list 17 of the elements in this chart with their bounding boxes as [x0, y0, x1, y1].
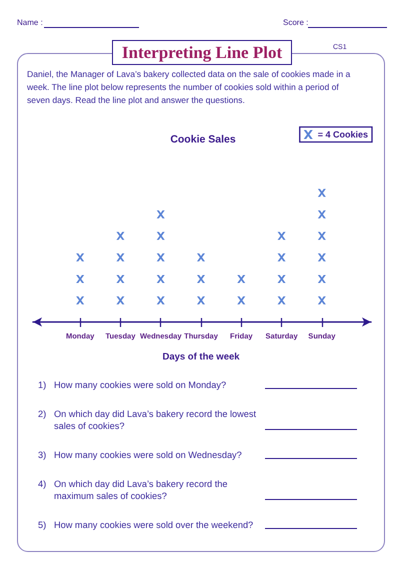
title-frame: Interpreting Line Plot [112, 40, 292, 65]
legend-label: = 4 Cookies [318, 130, 368, 140]
chart-title: Cookie Sales [170, 134, 236, 146]
text: On which day did Lava’s bakery record the maximum sales of cookies? [54, 478, 228, 502]
text: 4) [38, 478, 48, 490]
text: How many cookies were sold on Monday? [54, 379, 228, 391]
text: Daniel, the Manager of Lava’s bakery collected data on the sale of cookies made in a week. The line plot below represents the number of cookies sold within a period of seven days. Read the line plot and answer the questions. [27, 68, 352, 107]
text: On which day did Lava’s bakery record the lowest sales of cookies? [54, 408, 258, 432]
text: 1) [38, 379, 48, 391]
text: How many cookies were sold on Wednesday? [54, 449, 243, 461]
text: How many cookies were sold over the weekend? [54, 519, 254, 531]
text: Name : [17, 18, 43, 27]
text: 2) [38, 408, 48, 420]
text: 5) [38, 519, 48, 531]
text: Score : [283, 18, 308, 27]
x-axis-title: Days of the week [162, 352, 240, 362]
text: 3) [38, 449, 48, 461]
